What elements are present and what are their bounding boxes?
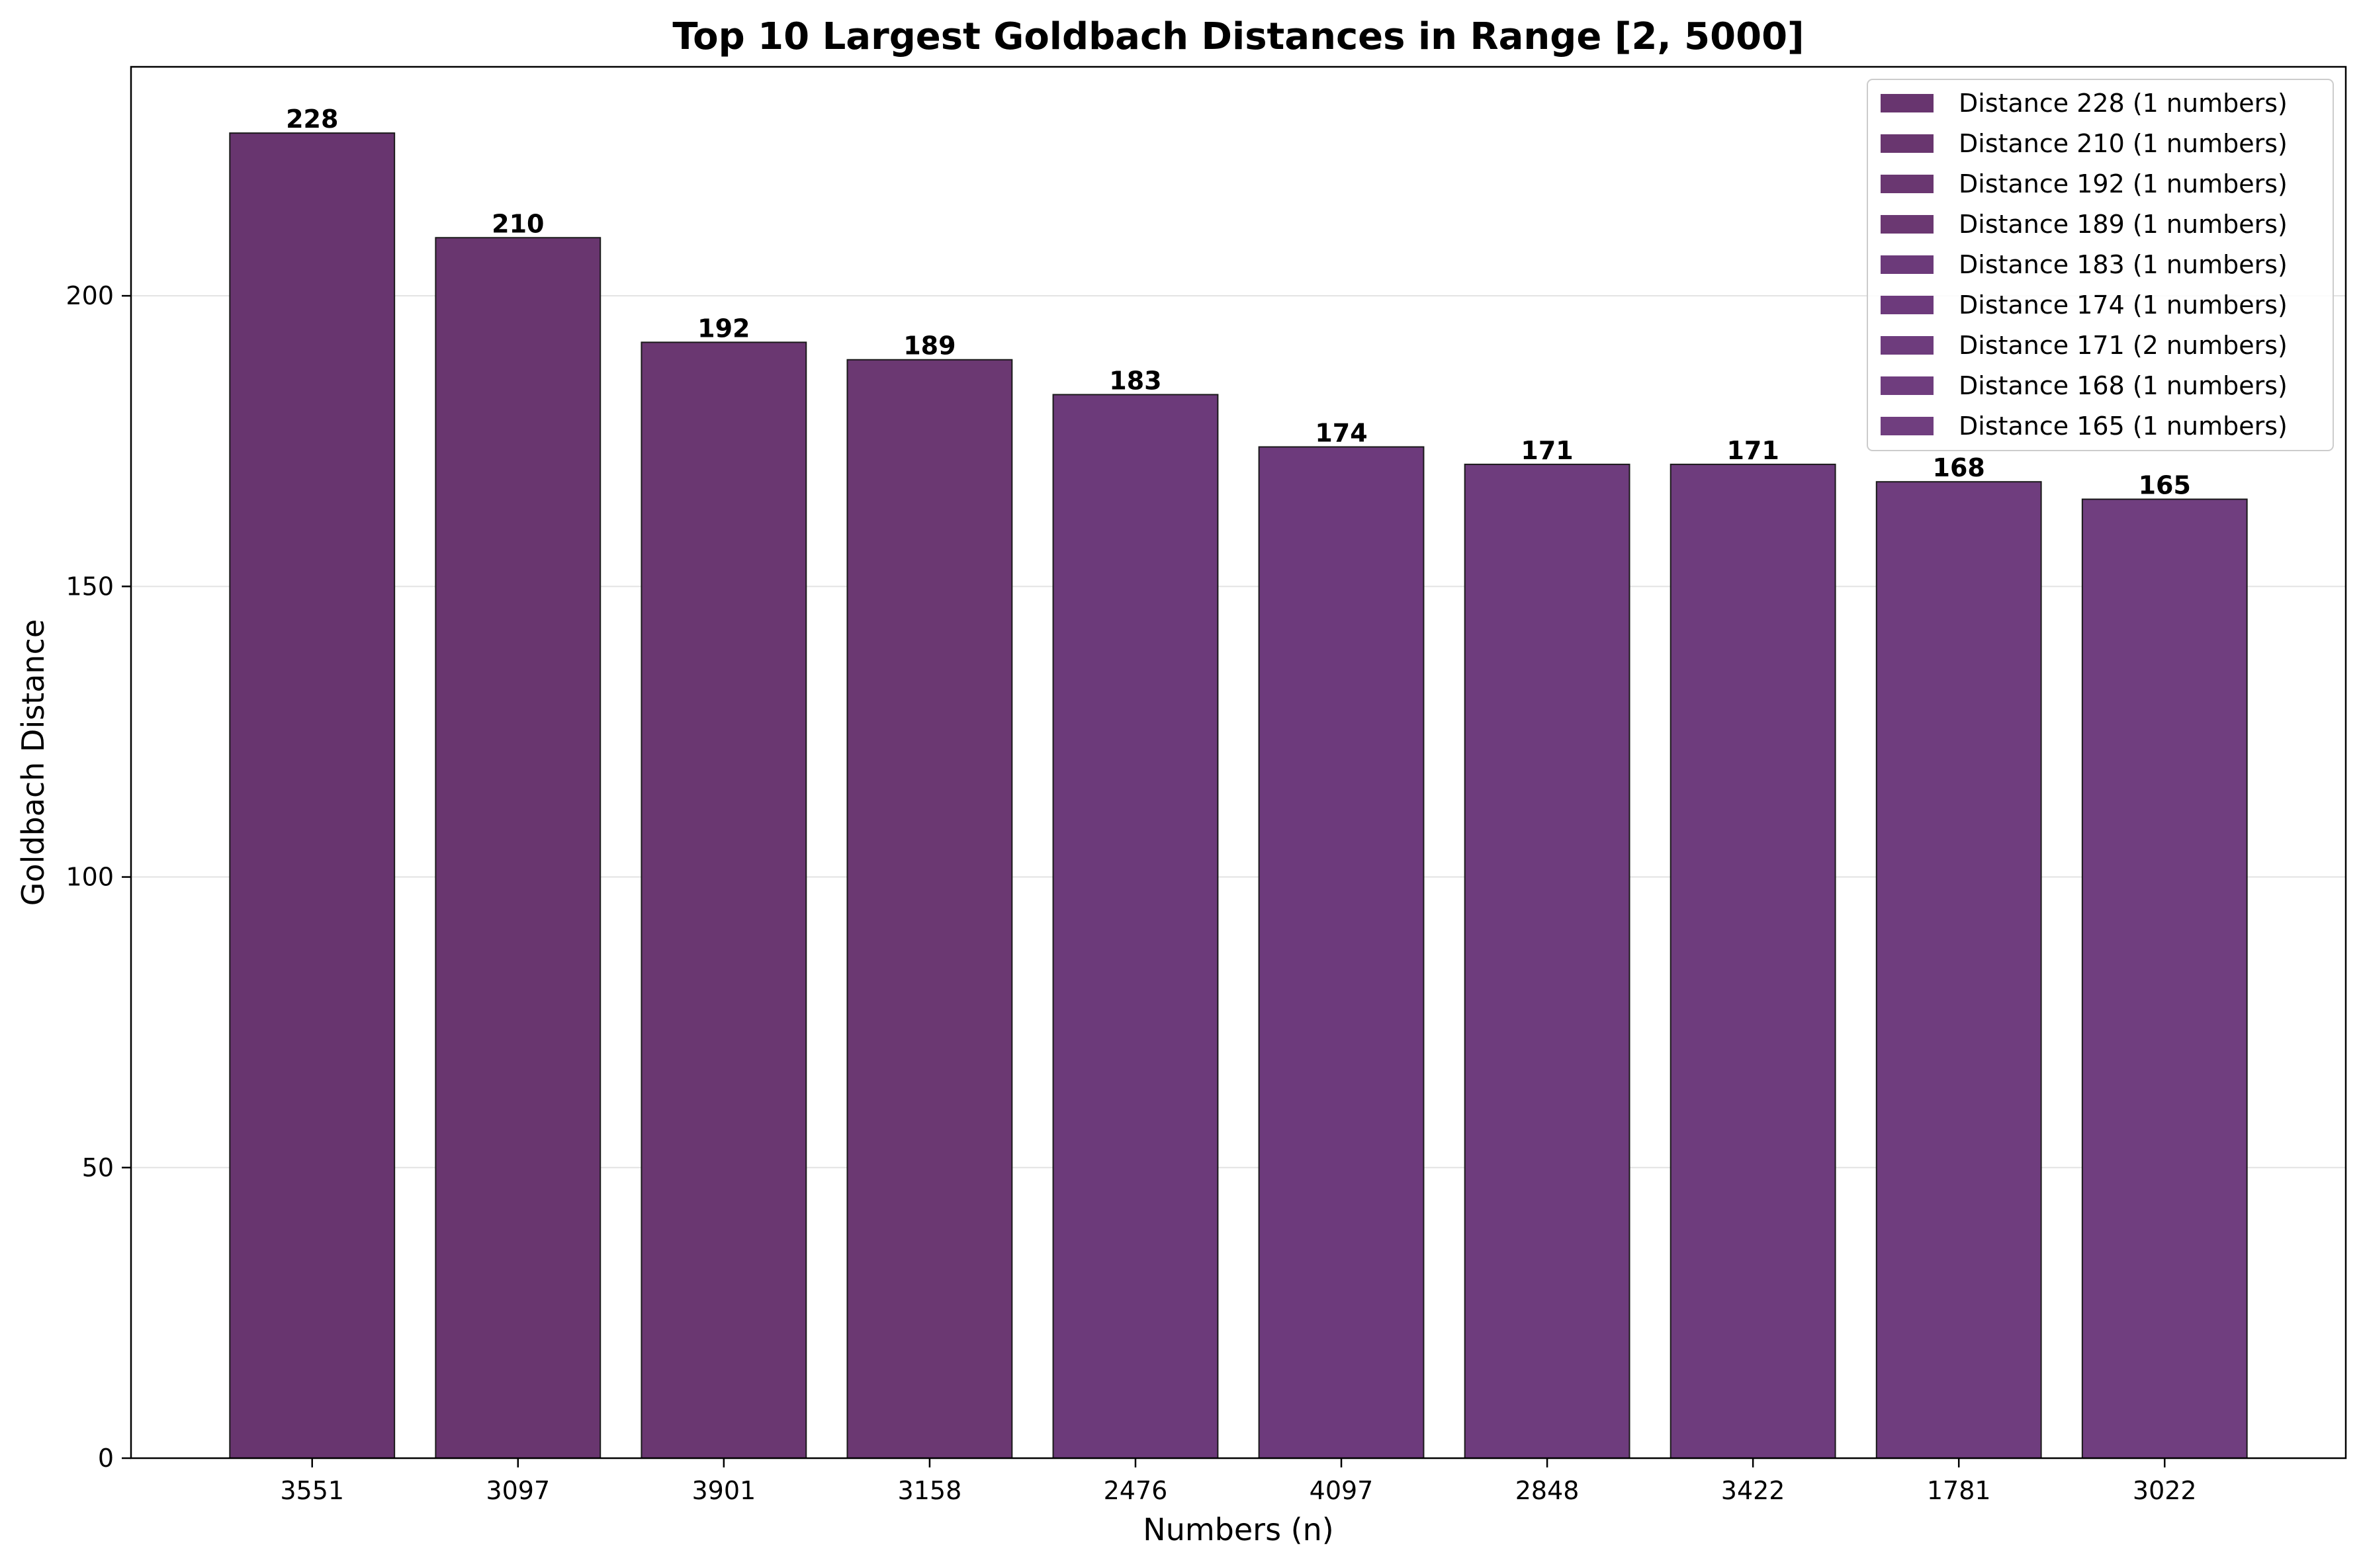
bar-value-label: 228: [286, 105, 338, 134]
legend-swatch: [1881, 255, 1934, 274]
legend-label: Distance 168 (1 numbers): [1959, 371, 2288, 400]
y-tick-label: 200: [66, 281, 114, 310]
bars-layer: [229, 132, 2248, 1459]
bar-value-label: 192: [697, 314, 750, 343]
legend-label: Distance 183 (1 numbers): [1959, 250, 2288, 279]
bar: [1464, 463, 1630, 1459]
legend-swatch: [1881, 175, 1934, 193]
x-tick-label: 2848: [1515, 1476, 1580, 1505]
bar: [1052, 394, 1219, 1459]
bar-value-label: 189: [903, 331, 956, 361]
y-axis-label: Goldbach Distance: [15, 619, 51, 906]
y-tick-label: 0: [98, 1444, 114, 1473]
x-tick-label: 4097: [1310, 1476, 1374, 1505]
legend-swatch: [1881, 336, 1934, 355]
legend-label: Distance 171 (2 numbers): [1959, 331, 2288, 360]
x-tick-label: 3097: [486, 1476, 550, 1505]
legend-label: Distance 174 (1 numbers): [1959, 290, 2288, 320]
x-tick-label: 3551: [280, 1476, 344, 1505]
bar-value-label: 174: [1315, 419, 1367, 448]
legend-swatch: [1881, 215, 1934, 234]
legend-label: Distance 189 (1 numbers): [1959, 210, 2288, 239]
bar: [1258, 446, 1425, 1459]
bar: [846, 359, 1013, 1459]
legend-swatch: [1881, 376, 1934, 395]
legend-label: Distance 228 (1 numbers): [1959, 89, 2288, 118]
bar-value-label: 165: [2139, 471, 2191, 500]
ticks-layer: 0 50 100 150 200 3551 3097 3901 3158 2476 4097 2848…: [66, 281, 2196, 1505]
legend-frame: [1867, 79, 2334, 451]
bar: [435, 237, 601, 1459]
x-tick-label: 2476: [1104, 1476, 1168, 1505]
legend-swatch: [1881, 417, 1934, 435]
bar-labels-layer: 228 210 192 189 183 174 171 171 168 165: [286, 105, 2191, 500]
bar-value-label: 171: [1726, 436, 1779, 465]
x-axis-label: Numbers (n): [1143, 1512, 1333, 1547]
bar: [2081, 498, 2248, 1459]
legend-swatch: [1881, 296, 1934, 314]
legend-label: Distance 165 (1 numbers): [1959, 412, 2288, 441]
bar: [1670, 463, 1836, 1459]
y-tick-label: 100: [66, 863, 114, 892]
legend-swatch: [1881, 134, 1934, 153]
x-tick-label: 1781: [1927, 1476, 1991, 1505]
legend-label: Distance 192 (1 numbers): [1959, 169, 2288, 198]
plot-frame: [130, 65, 2347, 1459]
x-tick-label: 3422: [1721, 1476, 1785, 1505]
legend-swatch: [1881, 94, 1934, 112]
bar: [229, 132, 396, 1459]
y-tick-label: 150: [66, 572, 114, 601]
legend: Distance 228 (1 numbers) Distance 210 (1 …: [1867, 79, 2334, 451]
x-tick-label: 3901: [691, 1476, 756, 1505]
legend-label: Distance 210 (1 numbers): [1959, 129, 2288, 158]
bar-value-label: 168: [1933, 453, 1985, 482]
y-tick-label: 50: [82, 1153, 114, 1182]
x-tick-label: 3022: [2133, 1476, 2197, 1505]
bar-value-label: 183: [1109, 366, 1161, 395]
bar-value-label: 210: [492, 209, 544, 238]
bar-value-label: 171: [1521, 436, 1573, 465]
bar: [1875, 481, 2042, 1459]
x-tick-label: 3158: [898, 1476, 962, 1505]
bar: [641, 341, 807, 1459]
chart-title: Top 10 Largest Goldbach Distances in Ran…: [672, 15, 1804, 58]
